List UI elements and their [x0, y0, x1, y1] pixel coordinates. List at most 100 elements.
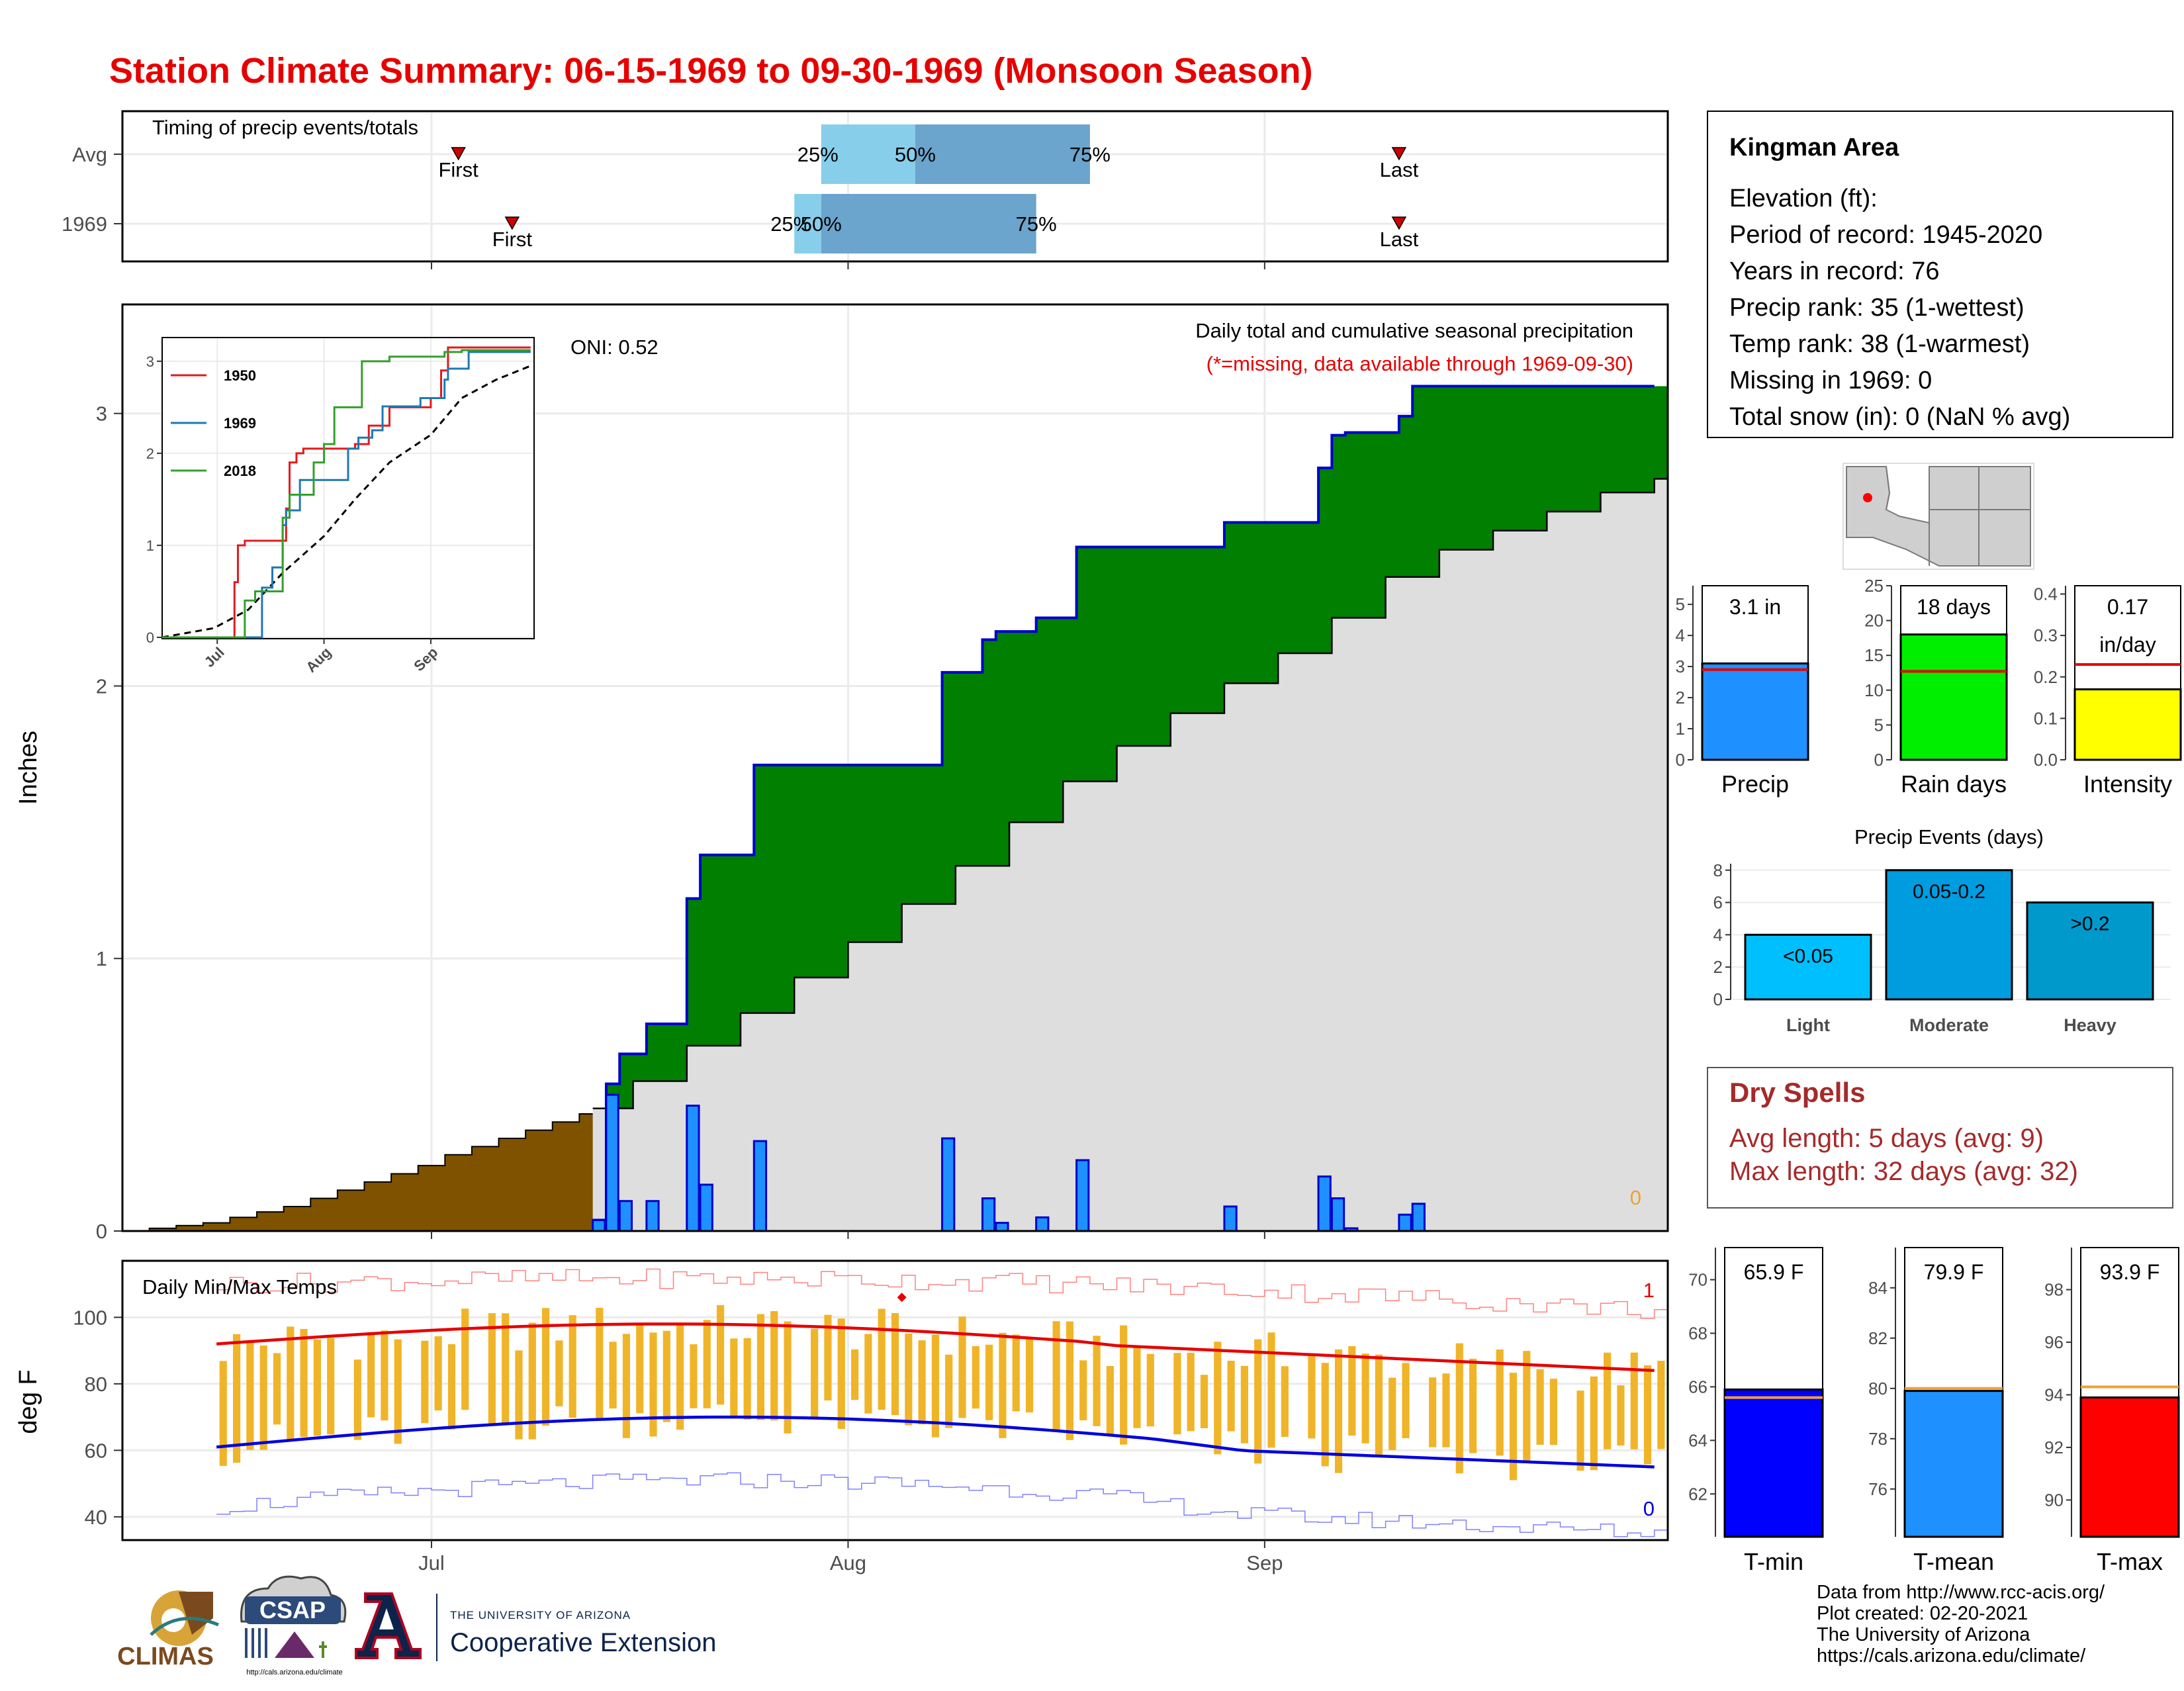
inset-average-line [161, 365, 531, 639]
last-marker [1391, 216, 1407, 230]
temp-axis-label: T-mean [1913, 1548, 1994, 1575]
mini-y-tick-label: 82 [1868, 1328, 1888, 1348]
inset-legend-label: 1950 [224, 367, 256, 384]
first-label: First [492, 228, 533, 251]
inset-y-tick-label: 2 [146, 445, 154, 462]
x-tick-label: Sep [1246, 1551, 1283, 1575]
summary-axis-label: Intensity [2083, 770, 2172, 798]
temp-y-tick-label: 60 [85, 1439, 107, 1462]
events-bar [1744, 933, 1872, 1001]
inset-series-line [162, 349, 531, 639]
events-y-tick-label: 2 [1713, 957, 1723, 977]
mini-y-tick-label: 76 [1868, 1479, 1888, 1499]
timing-bar-50-75 [915, 124, 1090, 184]
missing-count: 0 [1630, 1186, 1641, 1209]
mini-y-tick-label: 84 [1868, 1278, 1888, 1298]
pre-season-area [122, 1113, 607, 1232]
station-info-panel: Kingman Area Elevation (ft): Period of re… [1707, 111, 2173, 438]
record-low-count: 0 [1643, 1497, 1655, 1520]
average-cumulative-line [592, 478, 1668, 1109]
mini-value-bar [1701, 662, 1809, 761]
mini-y-tick-label: 5 [1874, 715, 1884, 735]
dry-spells-max: Max length: 32 days (avg: 32) [1729, 1157, 2078, 1186]
mini-y-tick-label: 2 [1676, 688, 1685, 708]
timing-pct-label: 75% [1069, 143, 1111, 166]
daily-precip-bar [1035, 1216, 1050, 1232]
dry-spells-title: Dry Spells [1729, 1077, 1865, 1108]
daily-precip-bar [605, 1093, 619, 1232]
events-category-label: Light [1786, 1015, 1830, 1035]
timing-pct-label: 25% [797, 143, 839, 166]
events-title: Precip Events (days) [1854, 825, 2044, 848]
credit-line: Plot created: 02-20-2021 [1817, 1603, 2028, 1624]
temp-axis-label: T-min [1744, 1548, 1803, 1575]
summary-bar-group: 0 5 10 15 20 25 18 days Rain days [1864, 576, 2008, 798]
inset-series-line [162, 351, 531, 639]
mini-value-bar [2079, 1396, 2180, 1538]
last-marker [1391, 147, 1407, 161]
page-title: Station Climate Summary: 06-15-1969 to 0… [109, 51, 1313, 91]
daily-precip-bar [618, 1200, 633, 1232]
mini-y-tick-label: 90 [2044, 1490, 2064, 1510]
record-high-count: 1 [1643, 1279, 1655, 1302]
mini-y-tick-label: 3 [1676, 657, 1685, 676]
daily-precip-bar [686, 1105, 700, 1232]
timing-pct-label: 25% [770, 212, 811, 236]
mini-y-tick-label: 0.4 [2034, 584, 2058, 604]
daily-precip-bar [699, 1183, 713, 1232]
record-high-marker [897, 1293, 907, 1303]
precip-ylabel: Inches [15, 731, 42, 805]
mini-y-tick-label: 0 [1676, 750, 1685, 770]
mini-y-tick-label: 0.1 [2034, 708, 2058, 728]
timing-panel: Timing of precip events/totals Avg 25% 50%… [62, 110, 1669, 263]
temp-value-label: 65.9 F [1744, 1260, 1804, 1284]
summary-bar-group: 0.0 0.1 0.2 0.3 0.4 0.17 in/day Intensity [2034, 584, 2182, 798]
temp-panel: 40 60 80 100 deg F Daily Min/Max Temps 1 0 [15, 1259, 1669, 1541]
temp-bar-group: 62 64 66 68 70 65.9 F T-min [1688, 1247, 1824, 1575]
mini-y-tick-label: 5 [1676, 594, 1685, 614]
csap-url: http://cals.arizona.edu/climate [246, 1668, 343, 1676]
precip-events-panel: Precip Events (days) 0 2 4 6 8 <0.05 Light 0.05… [1713, 825, 2171, 1035]
info-line: Missing in 1969: 0 [1729, 367, 1932, 394]
events-category-label: Moderate [1909, 1015, 1989, 1035]
csap-logo-text: CSAP [259, 1596, 326, 1623]
climas-logo-text: CLIMAS [117, 1643, 214, 1670]
mini-y-tick-label: 80 [1868, 1379, 1888, 1398]
events-bar [1885, 869, 2013, 1001]
timing-row-label: 1969 [62, 212, 107, 236]
mini-y-tick-label: 25 [1864, 576, 1884, 596]
info-line: Total snow (in): 0 (NaN % avg) [1729, 403, 2070, 431]
inset-y-tick-label: 3 [146, 353, 154, 370]
temp-y-tick-label: 80 [85, 1373, 107, 1396]
mini-y-tick-label: 0.0 [2034, 750, 2058, 770]
events-category-label: Heavy [2064, 1015, 2116, 1035]
daily-precip-bar [995, 1222, 1009, 1232]
mini-y-tick-label: 98 [2044, 1280, 2064, 1300]
credit-line: The University of Arizona [1817, 1624, 2030, 1645]
timing-pct-label: 75% [1016, 212, 1057, 236]
info-line: Years in record: 76 [1729, 257, 1940, 285]
mini-y-tick-label: 0.3 [2034, 625, 2058, 645]
oni-label: ONI: 0.52 [570, 336, 659, 359]
temp-axis-label: T-max [2097, 1548, 2163, 1575]
events-bar-label: <0.05 [1783, 945, 1833, 967]
events-y-tick-label: 8 [1713, 860, 1723, 880]
last-label: Last [1380, 158, 1419, 181]
mini-y-tick-label: 15 [1864, 645, 1884, 665]
timing-pct-label: 50% [801, 212, 842, 236]
summary-axis-label: Rain days [1901, 770, 2007, 798]
daily-precip-bar [592, 1219, 606, 1232]
record-high-line [216, 1268, 1668, 1319]
precip-panel: 0 1 2 3 Inches ONI: 0.52 Daily total and cu… [15, 303, 1669, 1243]
temp-value-label: 79.9 F [1924, 1260, 1984, 1284]
temp-summary-bars: 62 64 66 68 70 65.9 F T-min 76 78 80 82 84 79.9 F T-m… [1688, 1247, 2180, 1575]
daily-precip-bar [752, 1140, 768, 1232]
events-bar-label: 0.05-0.2 [1913, 881, 1985, 903]
ua-line1: THE UNIVERSITY OF ARIZONA [450, 1609, 631, 1622]
temp-bar-group: 90 92 94 96 98 93.9 F T-max [2044, 1247, 2180, 1575]
inset-y-tick-label: 0 [146, 629, 154, 646]
info-line: Period of record: 1945-2020 [1729, 221, 2042, 249]
timing-bar-25-50 [821, 124, 915, 184]
timing-pct-label: 50% [895, 143, 936, 166]
